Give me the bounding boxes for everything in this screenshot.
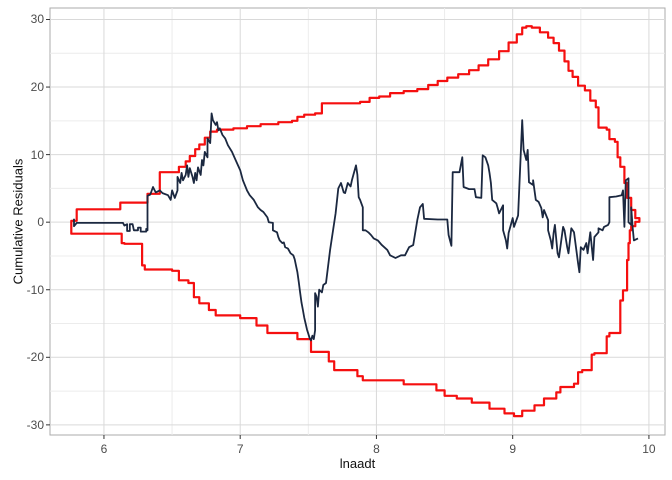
cumulative-residual-line <box>73 112 639 342</box>
y-tick-label: -10 <box>26 282 44 297</box>
y-tick-label: -20 <box>26 350 44 365</box>
y-tick-label: 30 <box>30 12 44 27</box>
y-tick-label: -30 <box>26 417 44 432</box>
x-axis-title: lnaadt <box>339 456 376 471</box>
y-tick-label: 20 <box>30 80 44 95</box>
panel-background <box>49 7 666 436</box>
y-tick-label: 10 <box>30 147 44 162</box>
confidence-envelope <box>70 25 641 418</box>
y-tick-label: 0 <box>37 215 44 230</box>
x-tick-label: 6 <box>100 442 108 456</box>
x-tick-label: 8 <box>373 442 380 456</box>
x-tick-label: 10 <box>642 442 656 456</box>
x-tick-label: 7 <box>236 442 244 456</box>
x-tick-label: 9 <box>509 442 517 456</box>
